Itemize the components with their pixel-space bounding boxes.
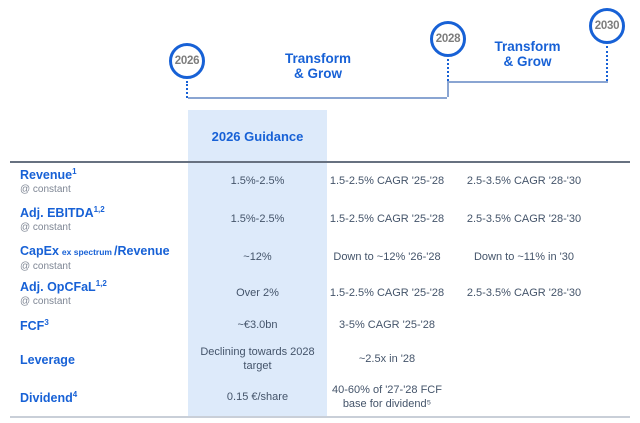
cell-opcfal-cagr-25-28: 1.5-2.5% CAGR '25-'28 bbox=[329, 287, 445, 300]
cell-capex-guidance: ~12% bbox=[243, 251, 272, 264]
cell-dividend-guidance: 0.15 €/share bbox=[226, 390, 289, 403]
cell-ebitda-cagr-28-30: 2.5-3.5% CAGR '28-'30 bbox=[466, 213, 582, 226]
footnote-marker: 1,2 bbox=[93, 204, 105, 214]
metric-name: CapEx bbox=[20, 243, 59, 258]
cell-opcfal-cagr-28-30: 2.5-3.5% CAGR '28-'30 bbox=[466, 287, 582, 300]
table-bottom-rule bbox=[10, 416, 630, 418]
metric-note: @ constant bbox=[20, 184, 71, 195]
timeline-bracket-2026-2028 bbox=[188, 97, 447, 99]
cell-leverage-28-30-empty bbox=[460, 341, 630, 378]
cell-fcf-28-30-empty bbox=[460, 311, 630, 341]
cell-fcf-guidance: ~€3.0bn bbox=[237, 319, 278, 332]
timeline-bracket-2028-2030 bbox=[447, 81, 608, 83]
cell-ebitda-cagr-25-28: 1.5-2.5% CAGR '25-'28 bbox=[329, 213, 445, 226]
cell-revenue-guidance: 1.5%-2.5% bbox=[230, 175, 285, 188]
metric-name: Dividend bbox=[20, 390, 73, 405]
timeline-milestone-2030: 2030 bbox=[589, 8, 625, 44]
footnote-marker: 4 bbox=[72, 389, 78, 399]
cell-ebitda-guidance: 1.5%-2.5% bbox=[230, 213, 285, 226]
phase-label-transform-grow-1: Transform & Grow bbox=[188, 51, 448, 81]
dotted-connector-2030 bbox=[606, 46, 608, 81]
cell-fcf-cagr-25-28: 3-5% CAGR '25-'28 bbox=[339, 319, 435, 332]
cell-revenue-cagr-25-28: 1.5-2.5% CAGR '25-'28 bbox=[329, 175, 445, 188]
cell-revenue-cagr-28-30: 2.5-3.5% CAGR '28-'30 bbox=[466, 175, 582, 188]
cell-leverage-in-28: ~2.5x in '28 bbox=[358, 352, 416, 365]
phase1-line2: & Grow bbox=[293, 66, 342, 81]
row-label-adj-ebitda: Adj. EBITDA1,2 @ constant bbox=[10, 201, 188, 239]
phase-label-transform-grow-2: Transform & Grow bbox=[447, 39, 608, 69]
dotted-connector-2028 bbox=[447, 59, 449, 81]
row-label-adj-opcfal: Adj. OpCFaL1,2 @ constant bbox=[10, 277, 188, 311]
footnote-marker: 3 bbox=[44, 317, 49, 327]
metric-note: @ constant bbox=[20, 260, 71, 272]
phase1-line1: Transform bbox=[284, 51, 352, 66]
metric-name: Revenue bbox=[20, 168, 73, 182]
row-label-revenue: Revenue1 @ constant bbox=[10, 163, 188, 201]
table-top-rule bbox=[10, 161, 630, 163]
metric-name-qualifier: ex spectrum bbox=[61, 246, 112, 257]
cell-dividend-fcf-base: 40-60% of '27-'28 FCF base for dividend⁵ bbox=[332, 384, 442, 410]
dotted-connector-2026 bbox=[186, 81, 188, 98]
year-label-2026: 2026 bbox=[174, 55, 200, 67]
cell-capex-in-30: Down to ~11% in '30 bbox=[473, 251, 575, 264]
footnote-marker: 1 bbox=[72, 166, 77, 176]
timeline-milestone-2026: 2026 bbox=[169, 43, 205, 79]
cell-capex-26-28: Down to ~12% '26-'28 bbox=[333, 251, 441, 264]
cell-leverage-guidance: Declining towards 2028 target bbox=[200, 346, 315, 372]
year-label-2028: 2028 bbox=[435, 33, 461, 45]
row-label-fcf: FCF3 bbox=[10, 311, 188, 341]
row-label-dividend: Dividend4 bbox=[10, 378, 188, 417]
metric-name: FCF bbox=[20, 319, 45, 333]
metric-name: Adj. OpCFaL bbox=[20, 280, 96, 294]
phase2-line2: & Grow bbox=[503, 54, 552, 69]
guidance-column-header: 2026 Guidance bbox=[211, 129, 304, 144]
metric-name: Leverage bbox=[20, 352, 75, 367]
row-label-capex-revenue: CapEx ex spectrum/Revenue @ constant bbox=[10, 239, 188, 277]
guidance-table: Revenue1 @ constant 1.5%-2.5% 1.5-2.5% C… bbox=[10, 163, 630, 417]
metric-name: Adj. EBITDA bbox=[20, 206, 94, 220]
row-label-leverage: Leverage bbox=[10, 341, 188, 378]
metric-note: @ constant bbox=[20, 222, 71, 233]
metric-note: @ constant bbox=[20, 296, 71, 307]
year-label-2030: 2030 bbox=[594, 20, 620, 32]
timeline-bracket-step bbox=[447, 81, 449, 97]
footnote-marker: 1,2 bbox=[95, 278, 107, 288]
cell-dividend-28-30-empty bbox=[460, 378, 630, 417]
phase2-line1: Transform bbox=[494, 39, 561, 54]
metric-name-2: /Revenue bbox=[114, 243, 170, 258]
cell-opcfal-guidance: Over 2% bbox=[236, 287, 279, 300]
timeline-milestone-2028: 2028 bbox=[430, 21, 466, 57]
